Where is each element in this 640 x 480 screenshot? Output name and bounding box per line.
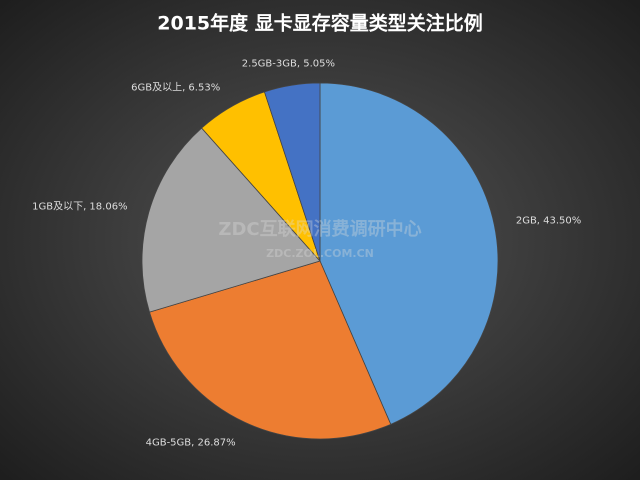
pie-slice [319, 82, 499, 425]
data-label: 1GB及以下, 18.06% [32, 201, 127, 213]
chart-title: 2015年度 显卡显存容量类型关注比例 [157, 12, 483, 35]
data-label: 4GB-5GB, 26.87% [146, 437, 236, 448]
pie-slice [141, 127, 321, 313]
watermark: ZDC互联网消费调研中心 [218, 218, 421, 240]
data-label: 6GB及以上, 6.53% [131, 82, 220, 94]
data-label: 2.5GB-3GB, 5.05% [242, 59, 335, 70]
data-label: 2GB, 43.50% [516, 215, 581, 226]
pie-slice [263, 82, 321, 262]
watermark: ZDC.ZOL.COM.CN [266, 247, 374, 260]
pie-slice [149, 260, 392, 440]
